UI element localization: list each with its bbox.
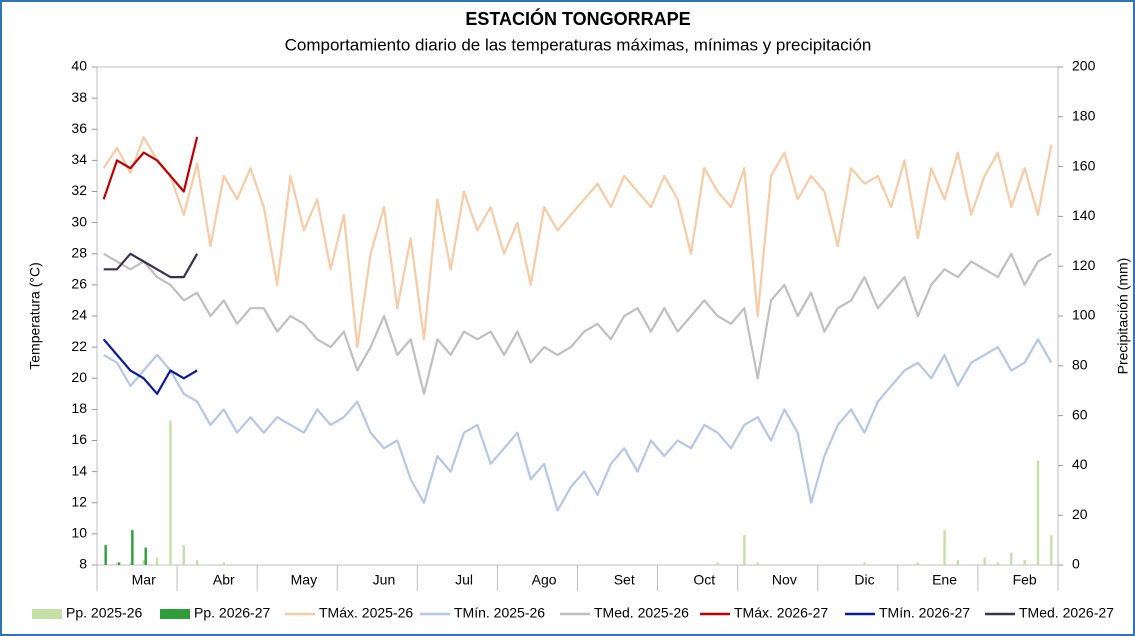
precip-bar bbox=[756, 562, 759, 565]
temperature-line bbox=[103, 252, 1052, 395]
y-tick-label: 32 bbox=[71, 182, 87, 198]
y-tick-label: 10 bbox=[71, 525, 87, 541]
x-tick-label: Feb bbox=[1013, 572, 1037, 588]
temperature-line bbox=[102, 135, 1053, 349]
precip-bar bbox=[863, 562, 866, 565]
temperature-line bbox=[102, 136, 199, 200]
precip-bar bbox=[1050, 535, 1053, 565]
temperature-line bbox=[103, 338, 1053, 512]
y2-tick-label: 20 bbox=[1072, 506, 1088, 522]
precip-bar bbox=[131, 530, 134, 565]
y2-tick-label: 0 bbox=[1072, 556, 1080, 572]
precip-bar bbox=[155, 557, 159, 565]
precip-bar bbox=[115, 562, 119, 565]
legend-label: Pp. 2026-27 bbox=[194, 605, 270, 621]
precip-bar bbox=[916, 562, 920, 565]
y-tick-label: 24 bbox=[71, 307, 87, 323]
legend-swatch bbox=[160, 609, 190, 619]
y-tick-label: 20 bbox=[71, 369, 87, 385]
legend-label: TMed. 2026-27 bbox=[1019, 605, 1114, 621]
legend-label: TMín. 2026-27 bbox=[879, 605, 970, 621]
legend-swatch bbox=[32, 609, 62, 619]
y-tick-label: 28 bbox=[71, 244, 87, 260]
precip-bar bbox=[1036, 460, 1040, 565]
y-tick-label: 38 bbox=[71, 89, 87, 105]
precip-bar bbox=[1023, 560, 1026, 565]
precip-bar bbox=[104, 545, 107, 565]
precip-bar bbox=[716, 562, 719, 565]
y2-tick-label: 120 bbox=[1072, 257, 1096, 273]
x-tick-label: Abr bbox=[213, 572, 235, 588]
y-tick-label: 22 bbox=[71, 338, 87, 354]
y2-tick-label: 80 bbox=[1072, 357, 1088, 373]
x-tick-label: Jun bbox=[373, 572, 396, 588]
x-tick-label: Dic bbox=[854, 572, 874, 588]
precip-bar bbox=[743, 535, 746, 565]
y2-tick-label: 200 bbox=[1072, 58, 1096, 74]
precip-bar bbox=[129, 562, 132, 565]
y2-tick-label: 180 bbox=[1072, 108, 1096, 124]
plot-area: 8 10 12 14 16 18 20 22 24 26 28 30 32 34 36 38 40 0 20 40 60… bbox=[71, 58, 1096, 591]
legend-label: TMed. 2025-26 bbox=[594, 605, 689, 621]
precip-bar bbox=[996, 562, 1000, 565]
precip-bar bbox=[144, 547, 147, 565]
y2-tick-label: 100 bbox=[1072, 307, 1096, 323]
y-tick-label: 30 bbox=[71, 213, 87, 229]
precip-bar bbox=[117, 562, 121, 565]
y-tick-label: 14 bbox=[71, 462, 87, 478]
legend-label: TMáx. 2026-27 bbox=[734, 605, 828, 621]
x-tick-label: Ago bbox=[532, 572, 557, 588]
precip-bar bbox=[956, 560, 960, 565]
legend-label: TMáx. 2025-26 bbox=[319, 605, 413, 621]
legend: Pp. 2025-26 Pp. 2026-27 TMáx. 2025-26 TMín.… bbox=[32, 605, 1114, 621]
temperature-line bbox=[103, 252, 199, 279]
y-tick-label: 40 bbox=[71, 58, 87, 74]
precip-bar bbox=[142, 560, 145, 565]
x-tick-label: Ene bbox=[932, 572, 957, 588]
precip-bar bbox=[1010, 552, 1013, 565]
legend-label: TMín. 2025-26 bbox=[454, 605, 545, 621]
x-tick-label: Mar bbox=[132, 572, 156, 588]
x-tick-label: Oct bbox=[693, 572, 715, 588]
y-tick-label: 18 bbox=[71, 400, 87, 416]
y-tick-label: 36 bbox=[71, 120, 87, 136]
precip-bar bbox=[169, 420, 172, 565]
y2-tick-label: 140 bbox=[1072, 207, 1096, 223]
chart-subtitle: Comportamiento diario de las temperatura… bbox=[285, 35, 872, 54]
x-tick-label: Nov bbox=[772, 572, 797, 588]
y2-tick-label: 60 bbox=[1072, 406, 1088, 422]
y-tick-label: 16 bbox=[71, 431, 87, 447]
precip-bar bbox=[983, 557, 986, 565]
precip-bar bbox=[222, 562, 225, 565]
precip-bar bbox=[195, 560, 199, 565]
y-tick-label: 12 bbox=[71, 493, 87, 509]
y-tick-label: 8 bbox=[79, 556, 87, 572]
x-tick-label: May bbox=[291, 572, 317, 588]
y-axis-title: Temperatura (°C) bbox=[27, 262, 43, 370]
x-tick-label: Jul bbox=[455, 572, 473, 588]
y2-tick-label: 160 bbox=[1072, 157, 1096, 173]
x-tick-label: Set bbox=[614, 572, 635, 588]
y-tick-label: 34 bbox=[71, 151, 87, 167]
y2-axis-title: Precipitación (mm) bbox=[1115, 258, 1131, 375]
y-tick-label: 26 bbox=[71, 276, 87, 292]
precip-bar bbox=[182, 545, 185, 565]
legend-label: Pp. 2025-26 bbox=[66, 605, 142, 621]
precip-bar bbox=[943, 530, 946, 565]
chart-title: ESTACIÓN TONGORRAPE bbox=[465, 8, 690, 29]
temperature-line bbox=[102, 338, 198, 395]
y2-tick-label: 40 bbox=[1072, 456, 1088, 472]
